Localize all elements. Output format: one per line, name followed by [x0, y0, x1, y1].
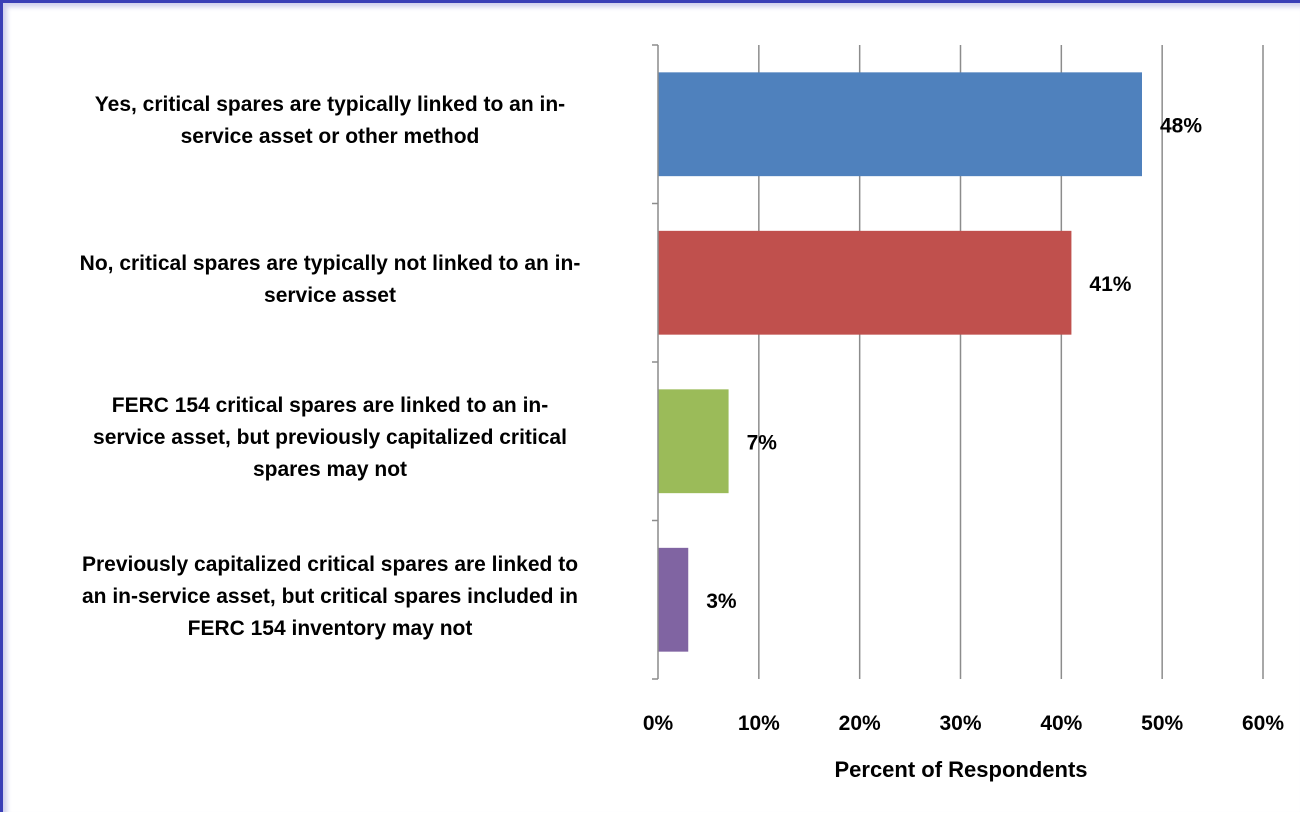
x-axis-label: Percent of Respondents: [834, 757, 1087, 782]
bar-1: [658, 72, 1142, 177]
category-label-line: service asset or other method: [180, 125, 480, 149]
x-tick-label: 40%: [1040, 712, 1082, 735]
category-label-line: service asset, but previously capitalize…: [93, 426, 567, 450]
category-label-line: FERC 154 critical spares are linked to a…: [111, 394, 549, 418]
category-label-line: No, critical spares are typically not li…: [79, 251, 581, 275]
category-label-line: Previously capitalized critical spares a…: [81, 552, 579, 576]
x-tick-label: 20%: [839, 712, 881, 735]
x-tick-label: 50%: [1141, 712, 1183, 735]
bar-4: [658, 547, 689, 652]
bar-3: [658, 389, 729, 494]
category-label-line: spares may not: [252, 458, 408, 482]
bar-2: [658, 230, 1072, 335]
data-label: 3%: [706, 590, 737, 613]
x-tick-label: 10%: [738, 712, 780, 735]
x-tick-label: 0%: [643, 712, 674, 735]
data-label: 48%: [1160, 114, 1202, 137]
bar-chart: 48% 41% 7% 3% 0% 10% 20% 30% 40% 50% 60% Percent of…: [643, 44, 1284, 782]
category-label-line: Yes, critical spares are typically linke…: [94, 93, 566, 117]
category-label-line: an in-service asset, but critical spares…: [81, 584, 579, 608]
category-label: Previously capitalized critical spares a…: [30, 549, 630, 645]
data-label: 7%: [747, 431, 778, 454]
category-label-line: service asset: [264, 283, 396, 307]
category-label: No, critical spares are typically not li…: [30, 248, 630, 312]
category-label-line: FERC 154 inventory may not: [187, 616, 473, 640]
x-tick-label: 30%: [939, 712, 981, 735]
x-tick-label: 60%: [1242, 712, 1284, 735]
category-label: FERC 154 critical spares are linked to a…: [30, 390, 630, 486]
data-label: 41%: [1089, 273, 1131, 296]
category-label: Yes, critical spares are typically linke…: [30, 89, 630, 153]
